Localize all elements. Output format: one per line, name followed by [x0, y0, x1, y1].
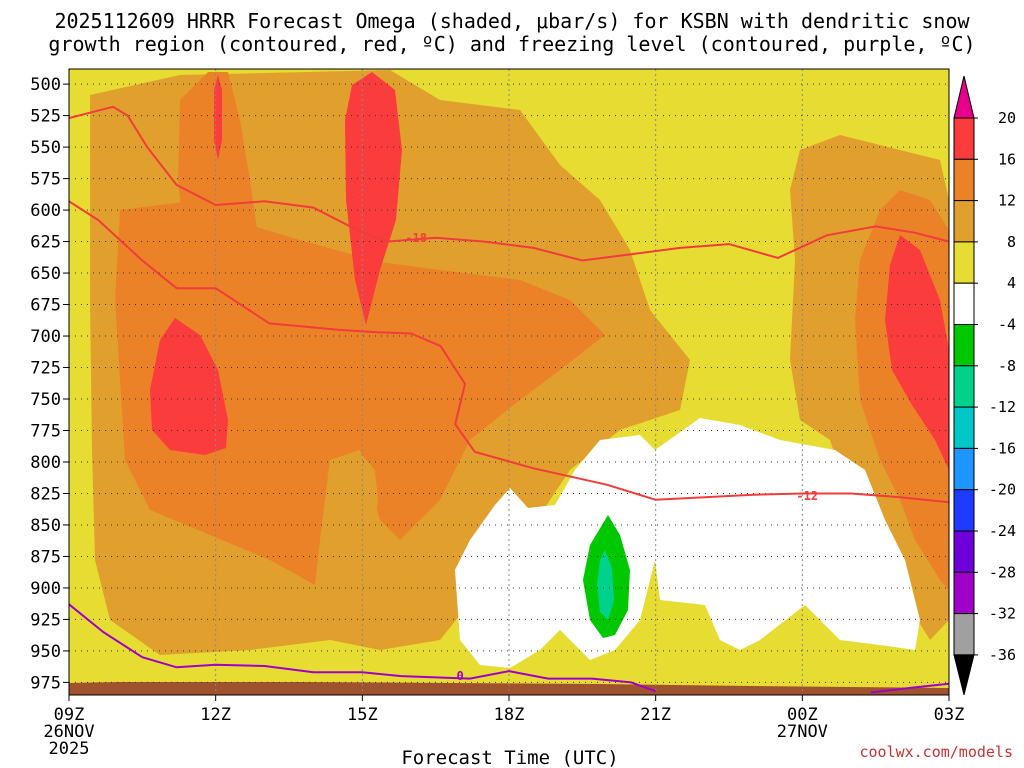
freezing-level-line	[68, 603, 657, 693]
colorbar-swatch	[953, 447, 975, 491]
omega-region-neutral-right	[655, 418, 920, 650]
y-tick-label: 975	[30, 673, 61, 693]
chart-title-line1: 2025112609 HRRR Forecast Omega (shaded, …	[54, 9, 970, 33]
colorbar-label: 12	[998, 192, 1016, 210]
dgz-lower-line-label: -12	[796, 489, 818, 503]
y-tick-label: 525	[30, 107, 61, 127]
x-tick-label: 09Z	[54, 705, 85, 725]
colorbar-label: 16	[998, 150, 1016, 168]
y-tick-label: 500	[30, 75, 61, 95]
x-tick-label: 15Z	[347, 705, 378, 725]
colorbar-label: 4	[1007, 274, 1016, 292]
x-tick-date: 26NOV	[43, 722, 94, 742]
colorbar-bottom-arrow	[953, 654, 975, 696]
omega-region-16-20-center	[345, 72, 402, 325]
x-tick-label: 18Z	[494, 705, 525, 725]
plot-area: -18 -12 0	[68, 68, 950, 696]
dgz-upper-line	[68, 105, 950, 262]
x-tick-label: 21Z	[640, 705, 671, 725]
y-tick-label: 675	[30, 296, 61, 316]
omega-region-12-16-column	[178, 72, 280, 410]
x-axis-label: Forecast Time (UTC)	[401, 747, 618, 768]
y-tick-label: 850	[30, 516, 61, 536]
colorbar-label: -16	[989, 439, 1016, 457]
colorbar-swatch	[953, 530, 975, 573]
y-axis: 500 525 550 575 600 625 650 675 700 725 750 775 800 8…	[30, 75, 69, 693]
colorbar-swatch	[953, 282, 975, 326]
y-tick-label: 775	[30, 421, 61, 441]
y-tick-label: 650	[30, 264, 61, 284]
colorbar-swatch	[953, 117, 975, 160]
y-tick-label: 825	[30, 484, 61, 504]
colorbar-swatch	[953, 571, 975, 615]
dgz-lower-line	[68, 200, 950, 504]
chart-title-line2: growth region (contoured, red, ºC) and f…	[48, 32, 975, 56]
colorbar-label: -20	[989, 481, 1016, 499]
colorbar-swatch	[953, 200, 975, 243]
colorbar-swatch	[953, 613, 975, 656]
omega-region-16-20-thin	[214, 75, 222, 160]
y-tick-label: 550	[30, 138, 61, 158]
y-tick-label: 925	[30, 610, 61, 630]
colorbar-label: -32	[989, 605, 1016, 623]
y-tick-label: 625	[30, 233, 61, 253]
y-tick-label: 950	[30, 642, 61, 662]
colorbar-swatch	[953, 406, 975, 449]
colorbar-label: -8	[998, 357, 1016, 375]
colorbar-label: 8	[1007, 233, 1016, 251]
y-tick-label: 725	[30, 359, 61, 379]
credit-text: coolwx.com/models	[859, 743, 1013, 761]
colorbar-label: -28	[989, 563, 1016, 581]
y-tick-label: 700	[30, 327, 61, 347]
y-tick-label: 800	[30, 453, 61, 473]
omega-region-4-8-pocket	[344, 455, 378, 560]
colorbar-swatch	[953, 365, 975, 408]
colorbar-swatch	[953, 489, 975, 532]
x-tick-label: 12Z	[200, 705, 231, 725]
colorbar-label: -4	[998, 316, 1016, 334]
y-tick-label: 575	[30, 170, 61, 190]
colorbar-label: -12	[989, 398, 1016, 416]
x-tick-label: 03Z	[934, 705, 965, 725]
ground-surface	[69, 682, 949, 695]
colorbar-label: -36	[989, 646, 1016, 664]
colorbar-swatch	[953, 241, 975, 284]
colorbar-swatch	[953, 324, 975, 367]
y-tick-label: 600	[30, 201, 61, 221]
dgz-upper-line-label: -18	[405, 231, 427, 245]
x-tick-label: 00Z	[787, 705, 818, 725]
colorbar: 20 16 12 8 4 -4 -8 -12 -16 -20 -24 -28 -32 -36	[953, 75, 1016, 696]
contours: -18 -12 0	[68, 105, 950, 694]
freezing-level-line-label: 0	[456, 669, 463, 683]
colorbar-top-arrow	[953, 75, 975, 119]
omega-region-neg8-neg12	[597, 550, 614, 620]
y-tick-label: 900	[30, 579, 61, 599]
colorbar-swatch	[953, 158, 975, 202]
y-tick-label: 875	[30, 547, 61, 567]
omega-region-16-20-left	[150, 318, 228, 455]
x-tick-date: 27NOV	[777, 722, 828, 742]
colorbar-label: -24	[989, 522, 1016, 540]
y-tick-label: 750	[30, 390, 61, 410]
x-tick-year: 2025	[49, 739, 90, 759]
freezing-level-line-right	[870, 682, 950, 694]
colorbar-label: 20	[998, 109, 1016, 127]
omega-region-16-20-right	[885, 235, 949, 470]
